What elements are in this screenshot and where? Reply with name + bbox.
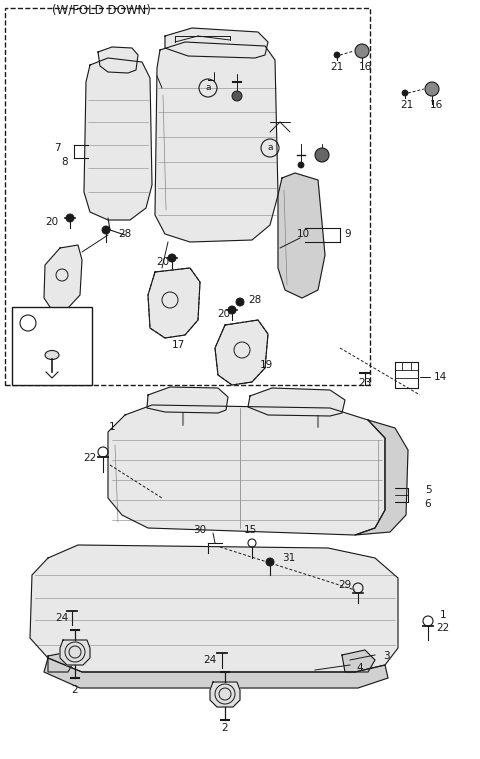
Text: 9: 9 [345,229,351,239]
Bar [12,307,92,385]
Polygon shape [147,387,228,413]
Polygon shape [278,173,325,298]
Text: 6: 6 [425,499,432,509]
Text: 29: 29 [338,580,352,590]
Polygon shape [248,388,345,416]
Circle shape [315,148,329,162]
Text: 30: 30 [193,525,206,535]
Text: 21: 21 [400,100,414,110]
Text: a: a [267,143,273,153]
Polygon shape [30,545,398,672]
Text: 18: 18 [55,310,69,320]
Text: 22: 22 [436,623,450,633]
Text: 28: 28 [118,229,131,239]
Circle shape [232,91,242,101]
Polygon shape [148,268,200,338]
Text: 20: 20 [46,217,59,227]
Text: 19: 19 [260,360,273,370]
Circle shape [168,254,176,262]
Text: 31: 31 [282,553,295,563]
Polygon shape [210,682,240,707]
Circle shape [402,90,408,96]
Text: 21: 21 [330,62,344,72]
Text: a: a [205,83,211,93]
Text: 24: 24 [55,613,69,623]
Polygon shape [165,28,268,58]
Polygon shape [342,650,375,672]
Text: 4: 4 [357,663,363,673]
Text: 2: 2 [72,685,78,695]
Text: 24: 24 [204,655,216,665]
Circle shape [334,52,340,58]
Circle shape [266,558,274,566]
Polygon shape [60,640,90,665]
Circle shape [66,214,74,222]
Polygon shape [108,405,385,535]
Circle shape [236,298,244,306]
Polygon shape [98,47,138,73]
Text: 17: 17 [171,340,185,350]
Text: 5: 5 [425,485,432,495]
Polygon shape [155,42,278,242]
Text: 16: 16 [430,100,443,110]
Text: 22: 22 [84,453,96,463]
Circle shape [298,162,304,168]
Text: a: a [25,319,31,327]
Text: 20: 20 [156,257,169,267]
Text: 20: 20 [217,309,230,319]
Text: 15: 15 [243,525,257,535]
Circle shape [228,306,236,314]
Circle shape [102,226,110,234]
Text: 2: 2 [222,723,228,733]
Text: 7: 7 [54,143,60,153]
Text: 1: 1 [440,610,446,620]
Polygon shape [84,58,152,220]
Polygon shape [215,320,268,385]
Polygon shape [48,652,72,672]
Polygon shape [355,420,408,535]
Text: 3: 3 [383,651,389,661]
Text: 16: 16 [359,62,372,72]
Circle shape [425,82,439,96]
Polygon shape [44,245,82,310]
Text: 28: 28 [248,295,261,305]
Text: (W/FOLD DOWN): (W/FOLD DOWN) [52,4,151,17]
Text: 13: 13 [41,318,55,328]
Text: 14: 14 [433,372,446,382]
Bar [5,8,370,385]
Text: 10: 10 [297,229,310,239]
Text: 8: 8 [62,157,68,167]
Polygon shape [44,658,388,688]
Text: 23: 23 [359,378,372,388]
Text: 1: 1 [108,422,115,432]
Ellipse shape [45,351,59,360]
Circle shape [355,44,369,58]
